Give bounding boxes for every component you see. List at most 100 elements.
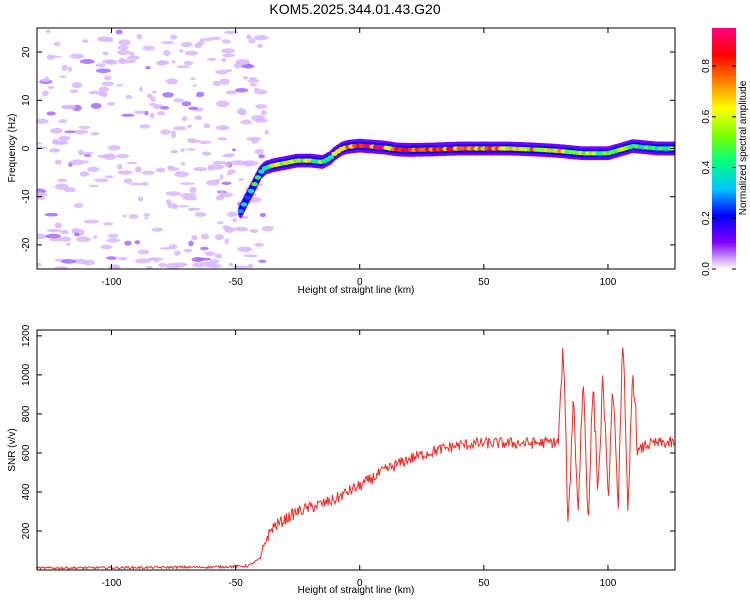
noise-blob [204, 251, 216, 257]
noise-blob [232, 218, 237, 223]
noise-blob [128, 214, 139, 219]
snr-y-tick-label: 200 [21, 522, 32, 539]
noise-blob [107, 233, 119, 238]
noise-blob [104, 155, 116, 160]
noise-blob [53, 41, 61, 47]
noise-blob [54, 266, 69, 269]
noise-blob [137, 196, 144, 202]
noise-blob [59, 75, 67, 78]
noise-blob [42, 90, 49, 97]
noise-blob [183, 248, 193, 253]
noise-blob [181, 101, 192, 107]
noise-blob [215, 69, 229, 75]
noise-blob [144, 217, 149, 220]
snr-x-label: Height of straight line (km) [298, 585, 415, 596]
noise-blob [80, 59, 95, 64]
noise-blob [45, 233, 62, 239]
spectrogram-x-ticks: -100 -50 0 50 100 [101, 28, 617, 288]
noise-blob [106, 102, 116, 106]
noise-blob [216, 221, 224, 225]
noise-blob [79, 171, 90, 177]
noise-blob [192, 262, 205, 268]
noise-blob [50, 127, 63, 134]
ridge-core [251, 182, 258, 187]
noise-blob [167, 167, 180, 171]
noise-blob [117, 163, 123, 170]
snr-frame [36, 329, 676, 571]
noise-blob [74, 232, 80, 237]
noise-blob [171, 132, 176, 139]
snr-y-label: SNR (v/v) [7, 428, 18, 471]
noise-blob [235, 88, 249, 93]
noise-blob [143, 213, 150, 217]
noise-blob [248, 38, 256, 44]
spectrogram-y-tick-label: -10 [21, 189, 32, 204]
noise-blob [37, 263, 42, 267]
noise-blob [144, 110, 149, 116]
snr-line [37, 347, 675, 570]
noise-blob [122, 214, 127, 218]
snr-y-tick-label: 600 [21, 444, 32, 461]
ridge-core [240, 202, 248, 207]
noise-blob [190, 77, 196, 81]
noise-blob [191, 235, 198, 241]
ridge-core [247, 188, 255, 194]
noise-blob [137, 249, 150, 255]
noise-blob [117, 170, 133, 175]
noise-blob [188, 106, 198, 111]
noise-blob [90, 132, 100, 136]
noise-blob [98, 91, 108, 97]
noise-blob [204, 37, 214, 42]
noise-blob [249, 82, 258, 87]
noise-blob [202, 151, 212, 156]
noise-blob [242, 75, 248, 80]
noise-blob [115, 153, 130, 159]
noise-blob [261, 225, 274, 232]
noise-blob [158, 262, 167, 267]
noise-blob [238, 111, 246, 115]
noise-blob [160, 106, 170, 110]
noise-blob [78, 125, 91, 129]
noise-blob [145, 265, 153, 269]
noise-blob [57, 178, 68, 183]
noise-blob [102, 38, 114, 42]
noise-blob [215, 195, 224, 201]
ridge-core [258, 169, 265, 174]
snr-x-tick-label: -50 [228, 578, 243, 589]
noise-blob [246, 34, 252, 40]
snr-x-tick-label: 0 [357, 578, 363, 589]
noise-blob [219, 190, 224, 195]
noise-blob [216, 137, 228, 141]
snr-panel: -100 -50 0 50 100 200 400 600 800 1000 1200 Heigh… [7, 324, 676, 596]
noise-blob [70, 159, 85, 166]
noise-blob [184, 50, 199, 56]
noise-blob [107, 145, 121, 151]
noise-blob [198, 140, 211, 144]
noise-blob [261, 110, 267, 116]
noise-blob [123, 178, 133, 184]
snr-background [37, 330, 675, 570]
noise-blob [37, 233, 47, 240]
noise-blob [37, 142, 42, 145]
noise-blob [141, 181, 149, 186]
spectrogram-x-tick-label: 100 [600, 277, 617, 288]
noise-blob [129, 51, 135, 58]
noise-blob [173, 126, 187, 131]
noise-blob [170, 149, 178, 154]
noise-blob [46, 111, 56, 116]
noise-blob [139, 124, 151, 129]
noise-blob [200, 233, 209, 240]
noise-blob [174, 250, 181, 256]
noise-blob [175, 171, 182, 175]
noise-blob [73, 129, 89, 135]
noise-blob [103, 75, 112, 81]
noise-blob [87, 166, 100, 172]
noise-blob [138, 86, 144, 92]
noise-blob [83, 154, 92, 157]
noise-blob [247, 263, 254, 269]
colorbar: 0.0 0.2 0.4 0.6 0.8 Normalized spectral ampl… [701, 28, 749, 276]
noise-blob [206, 179, 220, 186]
noise-blob [150, 96, 156, 102]
